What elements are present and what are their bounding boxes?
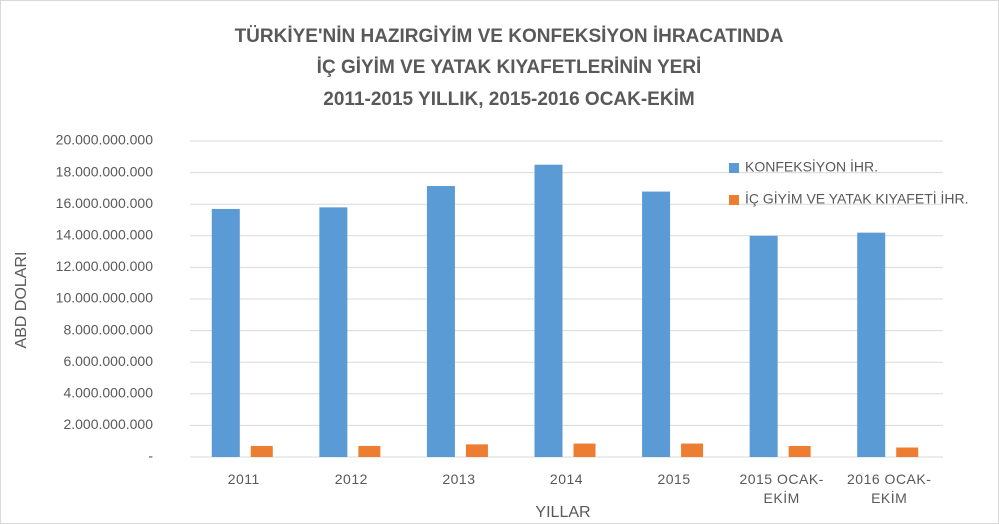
x-axis-label: YILLAR [535, 504, 590, 521]
y-tick-label: 10.000.000.000 [56, 290, 154, 306]
legend-swatch [729, 163, 739, 173]
bar [250, 445, 273, 457]
y-tick-label: 2.000.000.000 [63, 416, 153, 432]
x-tick-label: 2013 [442, 471, 476, 487]
x-tick-label: 2015 [657, 471, 691, 487]
y-tick-label: 4.000.000.000 [63, 385, 153, 401]
legend-label: KONFEKSİYON İHR. [745, 158, 878, 175]
x-tick-label: 2011 [227, 471, 260, 487]
x-tick-label: 2014 [549, 471, 584, 487]
bar [896, 447, 919, 457]
bar [534, 164, 563, 457]
y-tick-label: 12.000.000.000 [56, 258, 154, 274]
bar [857, 232, 886, 457]
y-tick-label: - [148, 448, 153, 464]
bar [573, 443, 596, 457]
bar [642, 191, 671, 457]
x-tick-label: 2015 OCAK-EKİM [739, 471, 824, 506]
y-tick-label: 18.000.000.000 [56, 163, 154, 179]
y-tick-label: 16.000.000.000 [56, 195, 154, 211]
bar [465, 444, 488, 457]
chart-title: 2011-2015 YILLIK, 2015-2016 OCAK-EKİM [323, 89, 694, 110]
bar [211, 208, 240, 457]
legend-label: İÇ GİYİM VE YATAK KIYAFETİ İHR. [745, 190, 969, 207]
y-tick-label: 8.000.000.000 [63, 321, 153, 337]
bar [681, 443, 704, 457]
bar [749, 235, 778, 457]
y-axis-label: ABD DOLARI [13, 252, 30, 349]
x-tick-label: 2012 [334, 471, 368, 487]
y-tick-label: 14.000.000.000 [56, 227, 154, 243]
bar [319, 207, 348, 457]
chart-title: İÇ GİYİM VE YATAK KIYAFETLERİNİN YERİ [317, 57, 702, 78]
bar [788, 445, 811, 457]
x-tick-label: 2016 OCAK-EKİM [847, 471, 932, 506]
legend-swatch [729, 195, 739, 205]
y-tick-label: 20.000.000.000 [56, 132, 154, 148]
y-tick-label: 6.000.000.000 [63, 353, 153, 369]
bar [426, 186, 455, 457]
chart-title: TÜRKİYE'NİN HAZIRGİYİM VE KONFEKSİYON İH… [235, 26, 784, 47]
bar [358, 445, 381, 457]
